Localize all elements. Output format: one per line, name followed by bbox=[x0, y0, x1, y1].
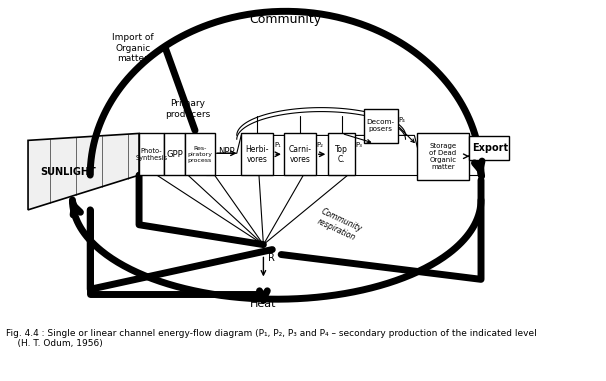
Text: Herbi-
vores: Herbi- vores bbox=[245, 144, 269, 164]
Text: Photo-
Synthesis: Photo- Synthesis bbox=[135, 148, 167, 161]
Text: Import of
Organic
matter: Import of Organic matter bbox=[112, 33, 154, 63]
Text: SUNLIGHT: SUNLIGHT bbox=[40, 167, 96, 177]
Text: P₄: P₄ bbox=[398, 117, 405, 123]
Text: GPP: GPP bbox=[166, 150, 183, 159]
Bar bbox=[139, 133, 164, 175]
Polygon shape bbox=[28, 133, 139, 210]
Text: NPP: NPP bbox=[218, 147, 235, 156]
Bar bbox=[241, 133, 273, 175]
Text: Community
respiration: Community respiration bbox=[315, 207, 363, 243]
Text: P₁: P₁ bbox=[274, 142, 281, 148]
Text: P₃: P₃ bbox=[356, 142, 362, 148]
Text: Top
C.: Top C. bbox=[335, 144, 348, 164]
Text: Carni-
vores: Carni- vores bbox=[288, 144, 311, 164]
Text: Primary
producers: Primary producers bbox=[165, 99, 210, 118]
Bar bbox=[284, 133, 316, 175]
Text: Decom-
posers: Decom- posers bbox=[367, 120, 395, 133]
Text: Community: Community bbox=[250, 13, 322, 26]
Text: P₂: P₂ bbox=[317, 142, 324, 148]
Bar bbox=[470, 136, 510, 160]
Text: Res-
piratory
process: Res- piratory process bbox=[187, 146, 212, 163]
Bar bbox=[185, 133, 215, 175]
Text: Heat: Heat bbox=[250, 299, 277, 309]
Bar bbox=[417, 133, 468, 180]
Text: Fig. 4.4 : Single or linear channel energy-flow diagram (P₁, P₂, P₃ and P₄ – sec: Fig. 4.4 : Single or linear channel ener… bbox=[6, 329, 536, 338]
Bar bbox=[164, 133, 185, 175]
Bar bbox=[364, 109, 398, 143]
Text: Export: Export bbox=[472, 143, 508, 153]
Bar bbox=[328, 133, 355, 175]
Text: (H. T. Odum, 1956): (H. T. Odum, 1956) bbox=[6, 339, 102, 348]
Text: Storage
of Dead
Organic
matter: Storage of Dead Organic matter bbox=[429, 143, 456, 170]
Text: R: R bbox=[268, 253, 275, 263]
